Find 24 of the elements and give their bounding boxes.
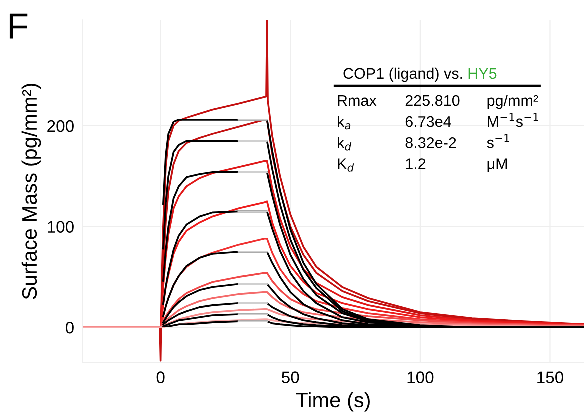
x-tick-label: 100 bbox=[408, 372, 434, 384]
annotation: μM bbox=[488, 158, 508, 172]
annotation: pg/mm² bbox=[488, 94, 538, 110]
annotation: M$^{−1}$s$^{−1}$ bbox=[488, 113, 538, 128]
annotation: 8.32e-2 bbox=[406, 138, 456, 148]
annotation: HY5 bbox=[468, 68, 497, 80]
x-tick-label: 150 bbox=[538, 372, 564, 384]
annotation: K$_{d}$ bbox=[338, 158, 354, 172]
annotation: 6.73e4 bbox=[406, 116, 452, 128]
text: F bbox=[10, 14, 28, 39]
y-tick-label: 0 bbox=[66, 322, 74, 334]
x-axis-title: Time (s) bbox=[296, 392, 370, 412]
y-axis-title: Surface Mass (pg/mm²) bbox=[22, 84, 42, 300]
annotation: 225.810 bbox=[406, 95, 460, 106]
annotation: Rmax bbox=[338, 96, 377, 106]
x-tick-label: 50 bbox=[282, 372, 300, 384]
annotation: COP1 (ligand) vs. bbox=[344, 68, 462, 82]
annotation: 1.2 bbox=[406, 158, 426, 170]
x-tick-label: 0 bbox=[156, 372, 165, 384]
y-tick-label: 200 bbox=[48, 120, 74, 132]
annotation: k$_{a}$ bbox=[338, 116, 351, 130]
annotation: k$_{d}$ bbox=[338, 137, 352, 151]
annotation: s$^{−1}$ bbox=[487, 134, 510, 148]
y-tick-label: 100 bbox=[48, 221, 74, 234]
